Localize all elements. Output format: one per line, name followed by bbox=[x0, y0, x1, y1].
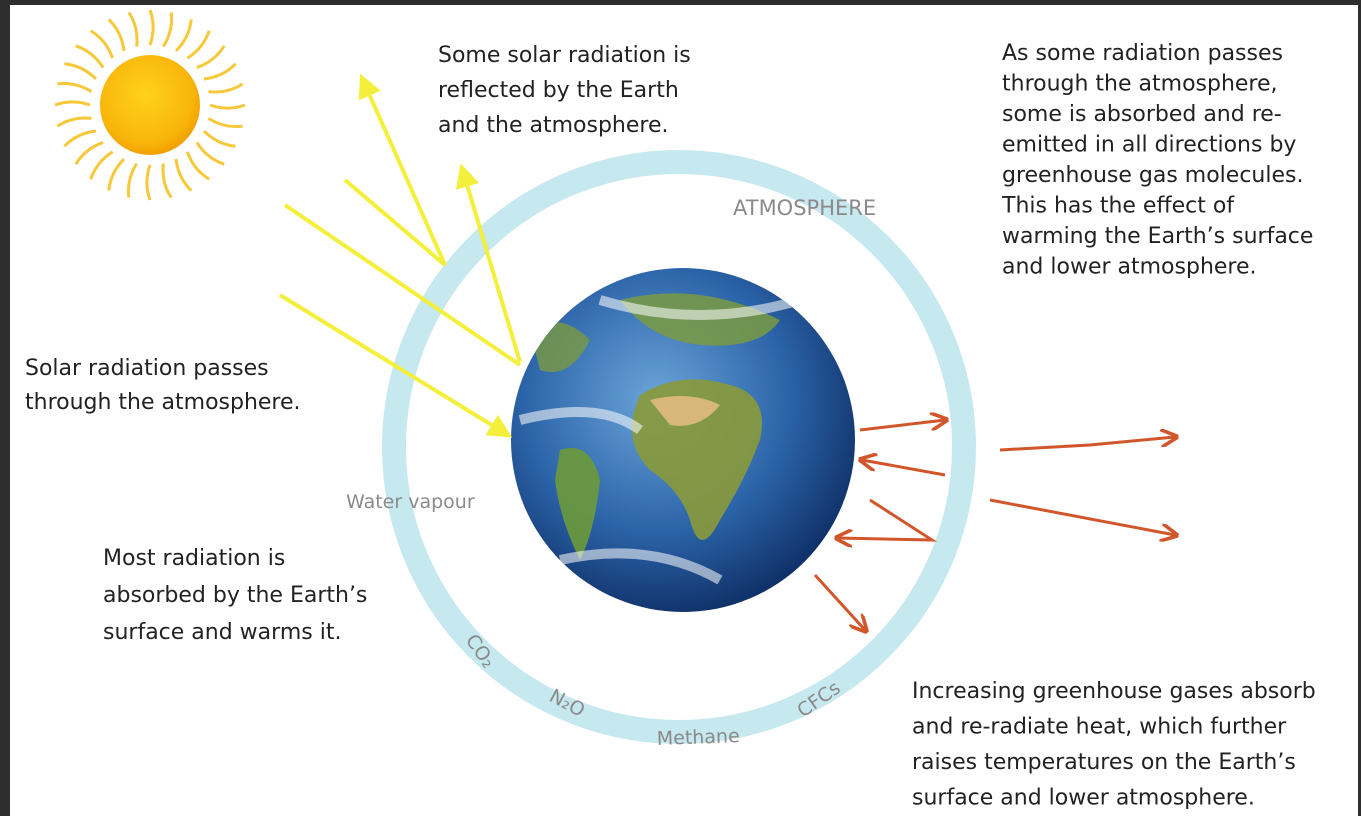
caption-line: This has the effect of bbox=[1001, 194, 1235, 219]
atmosphere-label: ATMOSPHERE bbox=[733, 196, 876, 220]
sun-ray bbox=[186, 30, 211, 60]
caption-line: Most radiation is bbox=[103, 546, 285, 571]
sun-ray bbox=[89, 150, 114, 180]
sun-ray bbox=[148, 9, 155, 46]
caption-line: raises temperatures on the Earth’s bbox=[912, 750, 1296, 775]
heat-arrow bbox=[838, 498, 938, 540]
caption-line: greenhouse gas molecules. bbox=[1002, 163, 1303, 188]
sun-ray bbox=[75, 44, 105, 69]
reflected-ray bbox=[456, 163, 522, 363]
sun-ray bbox=[207, 117, 243, 129]
atmosphere-ring bbox=[382, 150, 976, 744]
sun-ray bbox=[126, 162, 138, 198]
sun-ray bbox=[63, 129, 97, 148]
sun-ray bbox=[162, 12, 174, 48]
incoming-ray bbox=[278, 293, 513, 438]
sun-ray bbox=[89, 29, 115, 59]
caption-line: Increasing greenhouse gases absorb bbox=[912, 679, 1316, 704]
sun-ray bbox=[161, 163, 173, 199]
caption-line: reflected by the Earth bbox=[438, 78, 679, 103]
red-arrows bbox=[813, 420, 1175, 630]
caption-line: and re-radiate heat, which further bbox=[912, 715, 1287, 740]
yellow-arrows bbox=[278, 73, 522, 438]
sun-ray bbox=[174, 158, 193, 192]
heat-arrow bbox=[813, 573, 865, 630]
sun-ray bbox=[195, 141, 225, 166]
caption-line: through the atmosphere, bbox=[1002, 72, 1278, 97]
heat-arrow bbox=[862, 460, 946, 477]
sun-ray bbox=[54, 100, 91, 107]
heat-arrow bbox=[999, 437, 1175, 452]
caption-line: warming the Earth’s surface bbox=[1002, 224, 1313, 249]
sun-ray bbox=[208, 82, 244, 94]
heat-arrow bbox=[859, 420, 945, 432]
gas-label: Water vapour bbox=[346, 491, 475, 513]
caption-line: As some radiation passes bbox=[1002, 41, 1283, 66]
caption-line: Solar radiation passes bbox=[25, 356, 269, 381]
caption-line: emitted in all directions by bbox=[1002, 133, 1296, 158]
gas-label: Methane bbox=[656, 725, 740, 750]
sun-ray bbox=[185, 151, 211, 181]
incoming-ray bbox=[283, 203, 522, 367]
sun bbox=[54, 9, 246, 201]
caption-line: and the atmosphere. bbox=[438, 113, 668, 138]
caption-line: some is absorbed and re- bbox=[1002, 102, 1282, 127]
reflected-ray bbox=[343, 73, 447, 267]
earth bbox=[511, 268, 855, 612]
sun-ray bbox=[209, 103, 246, 110]
sun-ray bbox=[57, 81, 93, 93]
sun-ray bbox=[74, 140, 104, 166]
sun-ray bbox=[56, 116, 92, 128]
sun-ray bbox=[196, 44, 226, 70]
caption-line: surface and warms it. bbox=[103, 620, 341, 645]
sun-ray bbox=[202, 129, 236, 148]
sun-ray bbox=[145, 164, 152, 201]
caption-line: absorbed by the Earth’s bbox=[103, 583, 367, 608]
caption-line: and lower atmosphere. bbox=[1002, 255, 1257, 280]
sun-ray bbox=[127, 11, 139, 47]
sun-ray bbox=[174, 19, 193, 53]
caption-line: surface and lower atmosphere. bbox=[912, 786, 1255, 811]
captions: Some solar radiation is reflected by the … bbox=[25, 41, 1316, 811]
sun-ray bbox=[64, 62, 98, 81]
sun-ray bbox=[107, 157, 126, 191]
sun-ray bbox=[107, 18, 126, 52]
caption-line: Some solar radiation is bbox=[438, 43, 691, 68]
heat-arrow bbox=[989, 498, 1175, 535]
caption-line: through the atmosphere. bbox=[25, 390, 301, 415]
sun-ray bbox=[203, 62, 237, 81]
